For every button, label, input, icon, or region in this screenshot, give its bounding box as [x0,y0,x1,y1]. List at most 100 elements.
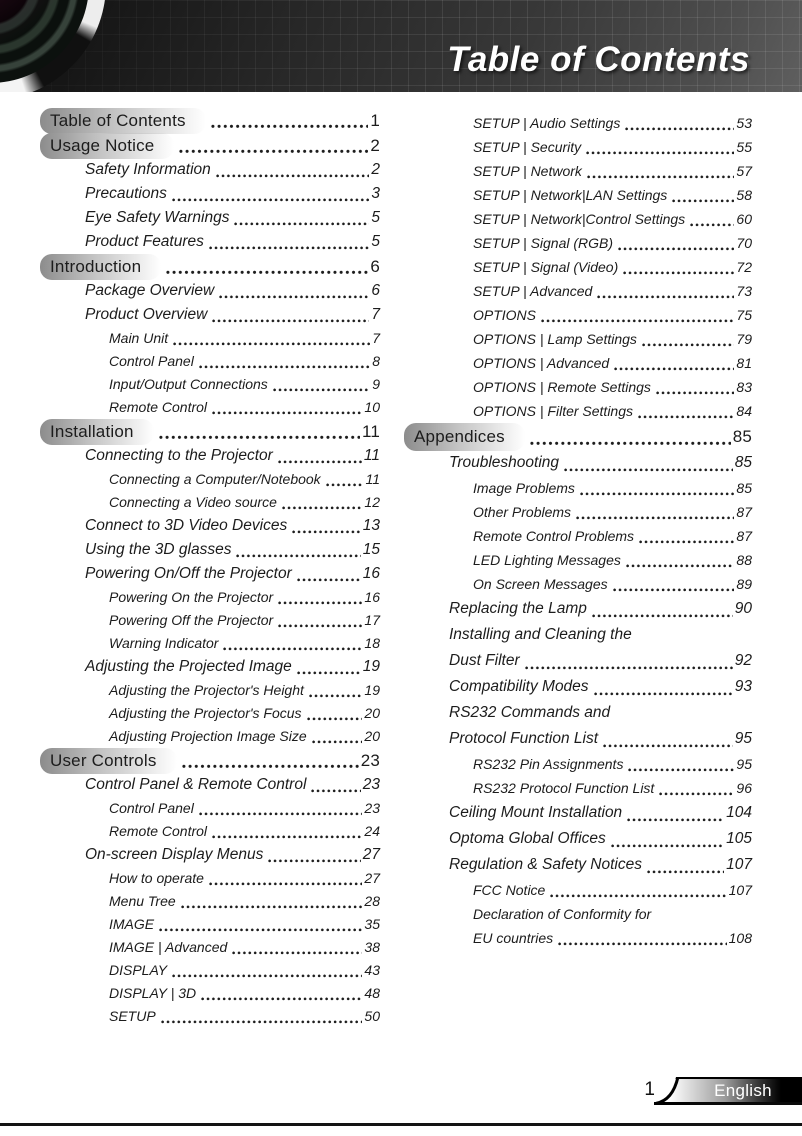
toc-entry-label: SETUP [109,1008,156,1024]
leader-dots [529,441,731,446]
toc-entry-label: Package Overview [85,282,215,299]
leader-dots [173,342,371,346]
toc-entry-label: On Screen Messages [473,576,608,592]
toc-entry: SETUP | Signal (RGB) 70 [414,231,752,255]
toc-column-right: SETUP | Audio Settings 53 SETUP | Security… [404,111,752,950]
leader-dots [159,928,363,932]
toc-entry: Adjusting the Projector's Focus 20 [50,702,380,725]
toc-entry-page: 72 [736,259,752,275]
toc-entry-label: DISPLAY [109,962,168,978]
toc-entry-label: SETUP | Advanced [473,283,593,299]
toc-entry: Using the 3D glasses 15 [50,538,380,562]
leader-dots [179,149,369,154]
toc-entry: Package Overview 6 [50,279,380,303]
toc-entry: Installation 11 [40,419,380,445]
leader-dots [625,127,735,131]
toc-entry: Connecting to the Projector 11 [50,444,380,468]
leader-dots [306,717,363,721]
leader-dots [268,859,361,863]
toc-entry: OPTIONS | Advanced 81 [414,351,752,375]
footer-rule [0,1123,802,1126]
toc-entry-label: Installing and Cleaning the [449,626,632,643]
toc-entry: IMAGE | Advanced 38 [50,936,380,959]
leader-dots [618,247,735,251]
leader-dots [208,882,363,886]
toc-entry-label: User Controls [40,748,177,774]
toc-entry: Menu Tree 28 [50,890,380,913]
toc-entry: OPTIONS 75 [414,303,752,327]
toc-entry-page: 81 [736,355,752,371]
toc-entry: SETUP | Network|Control Settings 60 [414,207,752,231]
page-number: 1 [644,1079,655,1100]
toc-entry: Main Unit 7 [50,327,380,350]
toc-entry: Connect to 3D Video Devices 13 [50,514,380,538]
toc-entry-label: How to operate [109,870,204,886]
leader-dots [564,468,733,472]
toc-entry-page: 16 [362,565,380,582]
toc-entry: Powering Off the Projector 17 [50,609,380,632]
toc-entry: Troubleshooting 85 [414,450,752,476]
toc-entry-label: OPTIONS | Remote Settings [473,379,651,395]
toc-entry-page: 2 [371,161,380,178]
toc-entry-label: Introduction [40,254,162,280]
leader-dots [201,997,363,1001]
toc-entry: Control Panel & Remote Control 23 [50,773,380,797]
toc-entry-label: Eye Safety Warnings [85,209,230,226]
toc-entry-page: 7 [371,306,380,323]
leader-dots [210,124,369,129]
toc-entry: Connecting a Computer/Notebook 11 [50,468,380,491]
leader-dots [296,578,361,582]
toc-entry-label: SETUP | Network|LAN Settings [473,187,668,203]
toc-entry-label: IMAGE | Advanced [109,939,228,955]
toc-entry-page: 23 [360,751,380,770]
toc-entry-page: 6 [371,282,380,299]
toc-entry-page: 20 [364,705,380,721]
toc-entry: Powering On the Projector 16 [50,586,380,609]
leader-dots [647,870,725,874]
toc-entry: Optoma Global Offices 105 [414,826,752,852]
leader-dots [625,564,735,568]
leader-dots [198,365,371,369]
toc-entry-page: 23 [362,776,380,793]
toc-entry-label: Image Problems [473,480,575,496]
toc-entry-label: Adjusting the Projected Image [85,658,292,675]
toc-entry: OPTIONS | Lamp Settings 79 [414,327,752,351]
toc-entry: RS232 Commands and [414,700,752,726]
toc-entry: Control Panel 23 [50,797,380,820]
toc-entry-page: 83 [736,379,752,395]
toc-entry: RS232 Protocol Function List 96 [414,776,752,800]
leader-dots [281,506,363,510]
toc-entry: Replacing the Lamp 90 [414,596,752,622]
leader-dots [158,435,360,440]
leader-dots [524,666,733,670]
page-header: Table of Contents [0,0,802,92]
toc-entry-page: 53 [736,115,752,131]
toc-entry-label: Appendices [404,423,525,451]
toc-entry: Product Features 5 [50,230,380,254]
toc-entry: OPTIONS | Remote Settings 83 [414,375,752,399]
toc-entry-page: 2 [370,136,380,155]
toc-entry-label: Other Problems [473,504,572,520]
toc-entry-label: IMAGE [109,916,155,932]
leader-dots [277,460,362,464]
leader-dots [638,415,735,419]
toc-entry: Appendices 85 [404,423,752,451]
toc-entry: Warning Indicator 18 [50,632,380,655]
toc-entry: SETUP | Audio Settings 53 [414,111,752,135]
language-badge: English [670,1077,802,1105]
toc-entry-page: 85 [736,480,752,496]
leader-dots [593,692,733,696]
toc-entry-label: Dust Filter [449,652,520,669]
leader-dots [223,647,363,651]
toc-entry-page: 95 [736,756,752,772]
toc-entry-page: 48 [364,985,380,1001]
toc-entry-page: 17 [364,612,380,628]
leader-dots [171,198,370,202]
toc-entry-page: 5 [371,209,380,226]
toc-entry-page: 57 [736,163,752,179]
toc-entry-page: 108 [728,930,752,946]
toc-entry: Dust Filter 92 [414,648,752,674]
leader-dots [311,740,363,744]
leader-dots [558,942,727,946]
toc-entry-page: 55 [736,139,752,155]
